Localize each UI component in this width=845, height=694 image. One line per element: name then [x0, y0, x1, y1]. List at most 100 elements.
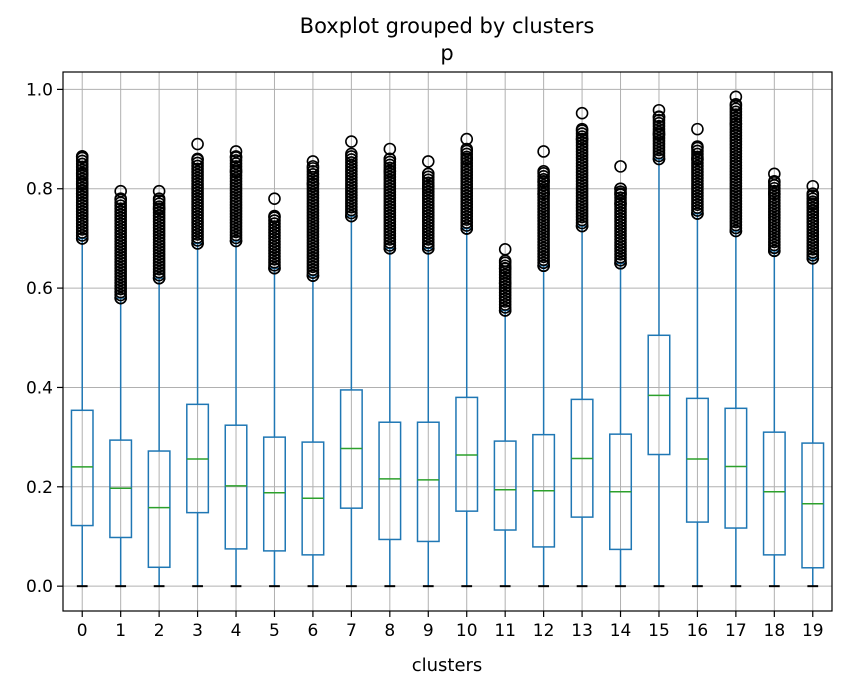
- flier-point: [498, 276, 512, 290]
- iqr-box: [416, 421, 440, 543]
- x-tick-label: 14: [610, 621, 632, 641]
- y-tick-label: 0.2: [26, 478, 53, 498]
- chart-subtitle: p: [440, 41, 453, 65]
- flier-point: [537, 145, 550, 158]
- flier-point: [768, 174, 781, 188]
- flier-point: [229, 165, 243, 178]
- box-group-6: [301, 155, 325, 588]
- flier-point: [806, 197, 820, 210]
- flier-point: [614, 256, 627, 270]
- flier-point: [229, 234, 243, 248]
- flier-point: [614, 182, 627, 196]
- flier-point: [229, 150, 243, 163]
- box-group-2: [147, 184, 171, 588]
- flier-point: [575, 106, 589, 120]
- flier-point: [75, 232, 89, 245]
- x-tick-label: 4: [231, 621, 242, 641]
- flier-point: [691, 140, 704, 153]
- plot-frame: [62, 71, 833, 612]
- x-tick-label: 5: [269, 621, 280, 641]
- box-group-9: [416, 155, 440, 588]
- flier-point: [306, 155, 320, 168]
- flier-point: [575, 219, 589, 233]
- box-group-1: [109, 184, 133, 588]
- x-tick-label: 15: [648, 621, 670, 641]
- x-tick-label: 0: [77, 621, 88, 641]
- iqr-box: [147, 450, 171, 569]
- x-tick-label: 10: [456, 621, 478, 641]
- iqr-box: [801, 442, 825, 569]
- flier-point: [768, 187, 781, 201]
- box-group-12: [532, 145, 556, 588]
- flier-point: [152, 184, 166, 198]
- flier-point: [345, 209, 358, 223]
- flier-point: [421, 167, 435, 181]
- box-group-15: [647, 103, 671, 588]
- x-tick-label: 9: [423, 621, 434, 641]
- flier-point: [768, 244, 781, 258]
- flier-point: [268, 209, 281, 223]
- flier-point: [575, 132, 589, 146]
- x-tick-label: 12: [533, 621, 555, 641]
- x-tick-label: 2: [154, 621, 165, 641]
- y-tick-label: 1.0: [26, 80, 53, 100]
- flier-point: [498, 304, 512, 317]
- x-tick-label: 17: [725, 621, 747, 641]
- y-tick-label: 0.8: [26, 180, 53, 200]
- flier-point: [114, 184, 127, 198]
- iqr-box: [685, 397, 709, 523]
- flier-point: [75, 167, 89, 181]
- box-group-18: [762, 167, 786, 588]
- flier-point: [806, 179, 820, 193]
- x-tick-label: 16: [687, 621, 709, 641]
- flier-point: [191, 137, 204, 151]
- flier-point: [614, 187, 627, 201]
- box-group-16: [685, 122, 709, 588]
- box-group-17: [724, 90, 748, 588]
- flier-point: [229, 145, 243, 158]
- x-tick-label: 13: [571, 621, 593, 641]
- iqr-box: [378, 421, 402, 541]
- flier-point: [806, 251, 820, 265]
- flier-point: [498, 243, 512, 256]
- flier-point: [652, 152, 666, 166]
- flier-point: [421, 155, 435, 168]
- iqr-box: [70, 409, 94, 527]
- flier-point: [460, 152, 474, 166]
- flier-point: [75, 177, 89, 191]
- flier-point: [268, 261, 281, 275]
- flier-point: [614, 160, 627, 173]
- flier-point: [537, 174, 550, 188]
- flier-point: [652, 103, 666, 117]
- flier-point: [383, 142, 397, 156]
- box-group-8: [378, 142, 402, 588]
- boxes-layer: [70, 90, 825, 588]
- flier-point: [768, 167, 781, 181]
- flier-point: [652, 110, 666, 124]
- flier-point: [575, 122, 589, 136]
- flier-point: [691, 122, 704, 136]
- flier-point: [383, 242, 397, 255]
- y-tick-label: 0.4: [26, 378, 53, 398]
- flier-point: [114, 291, 127, 305]
- flier-point: [306, 177, 320, 191]
- flier-point: [806, 187, 820, 201]
- box-group-11: [493, 243, 517, 588]
- x-tick-label: 6: [308, 621, 319, 641]
- flier-point: [268, 192, 281, 205]
- flier-point: [729, 97, 743, 111]
- flier-point: [460, 132, 474, 146]
- flier-point: [498, 261, 512, 275]
- flier-point: [537, 259, 550, 273]
- flier-point: [75, 150, 89, 163]
- iqr-box: [724, 407, 748, 529]
- flier-point: [191, 152, 204, 166]
- axes-layer: 0.00.20.40.60.81.00 1 2 3 4 5 6 7 8 9 10 11 12 13 14 15…: [26, 71, 833, 641]
- flier-point: [460, 142, 474, 156]
- flier-point: [114, 192, 127, 205]
- flier-point: [729, 224, 743, 238]
- flier-point: [152, 202, 166, 215]
- box-group-10: [455, 132, 479, 588]
